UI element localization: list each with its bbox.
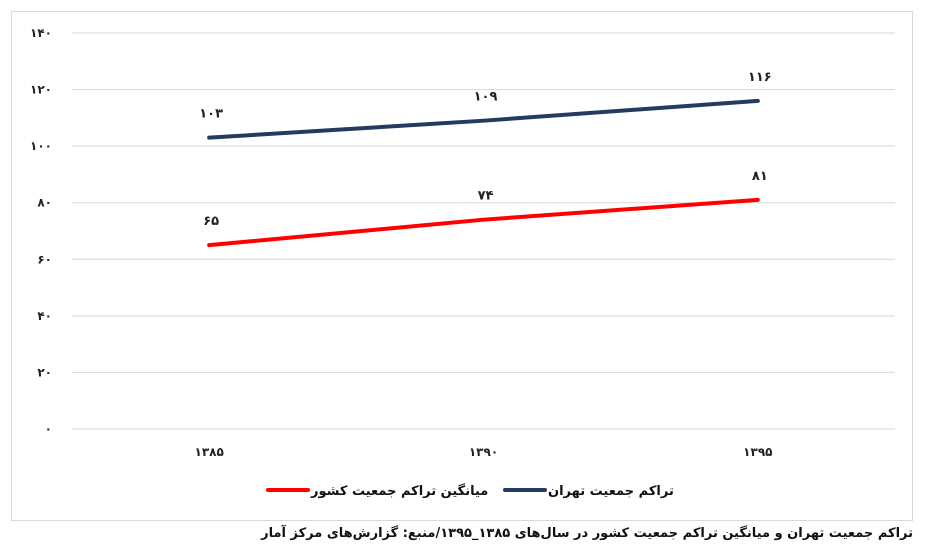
x-axis-ticks: ۱۳۸۵ ۱۳۹۰ ۱۳۹۵ <box>195 445 773 459</box>
x-tick-label: ۱۳۹۵ <box>743 445 772 459</box>
data-labels: ۱۰۳ ۱۰۹ ۱۱۶ ۶۵ ۷۴ ۸۱ <box>199 70 771 229</box>
y-tick-label: ۴۰ <box>37 309 52 323</box>
y-tick-label: ۸۰ <box>37 196 52 210</box>
y-tick-label: ۱۲۰ <box>30 83 52 97</box>
y-tick-label: ۱۰۰ <box>30 139 52 153</box>
data-label: ۱۰۹ <box>474 90 498 105</box>
series-line-0 <box>207 98 760 140</box>
data-label: ۷۴ <box>478 189 494 204</box>
y-tick-label: ۲۰ <box>37 365 52 379</box>
series-lines <box>207 98 760 248</box>
y-tick-label: ۰ <box>45 422 52 436</box>
x-tick-label: ۱۳۹۰ <box>469 445 498 459</box>
legend-label: میانگین تراکم جمعیت کشور <box>310 483 488 499</box>
y-tick-label: ۱۴۰ <box>30 26 52 40</box>
series-line-1 <box>207 197 760 248</box>
data-label: ۶۵ <box>203 214 219 229</box>
chart-frame <box>11 11 913 521</box>
data-label: ۱۱۶ <box>748 70 772 85</box>
data-label: ۸۱ <box>752 169 768 184</box>
y-axis-ticks: ۰ ۲۰ ۴۰ ۶۰ ۸۰ ۱۰۰ ۱۲۰ ۱۴۰ <box>30 26 52 436</box>
legend-label: تراکم جمعیت تهران <box>548 484 674 499</box>
x-tick-label: ۱۳۸۵ <box>195 445 224 459</box>
y-tick-label: ۶۰ <box>37 252 52 266</box>
legend: تراکم جمعیت تهران میانگین تراکم جمعیت کشو… <box>266 483 674 499</box>
data-label: ۱۰۳ <box>199 107 223 122</box>
chart-caption: تراکم جمعیت تهران و میانگین تراکم جمعیت … <box>261 526 913 541</box>
gridlines <box>72 32 895 430</box>
